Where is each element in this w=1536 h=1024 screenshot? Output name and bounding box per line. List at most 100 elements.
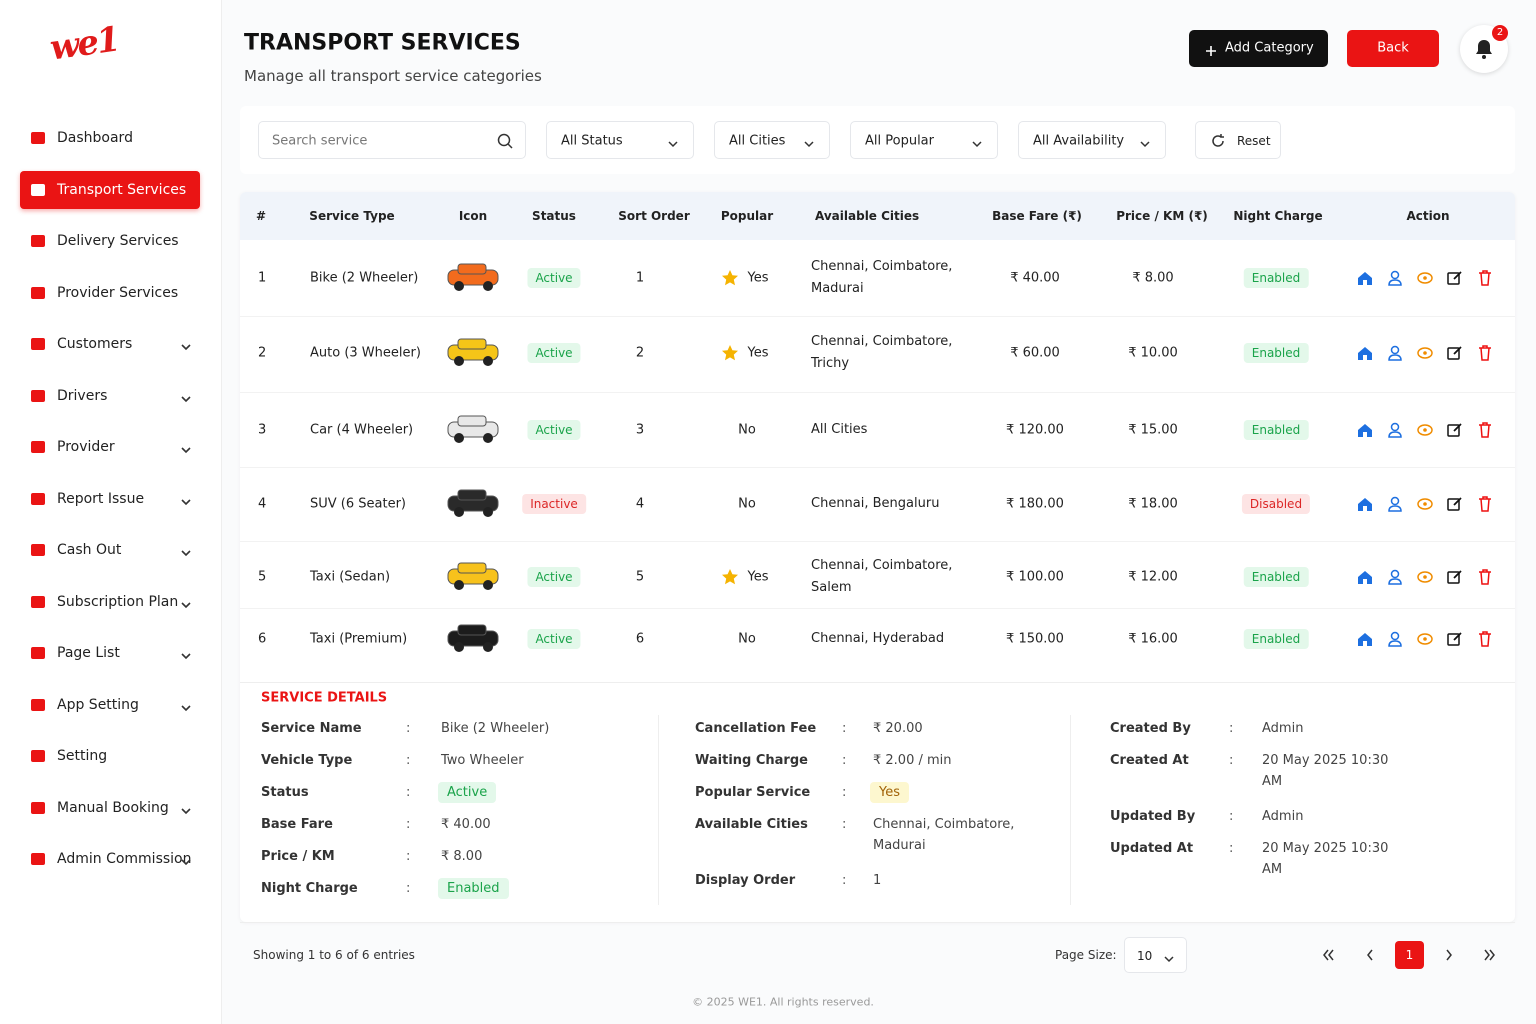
edit-action[interactable] (1446, 269, 1464, 287)
filter-select-label: All Cities (729, 133, 786, 149)
edit-action[interactable] (1446, 344, 1464, 362)
nav-item[interactable]: Drivers (20, 377, 200, 415)
view-action[interactable] (1416, 421, 1434, 439)
nav-item[interactable]: Page List (20, 634, 200, 672)
popular: Yes (747, 345, 769, 361)
view-action[interactable] (1416, 630, 1434, 648)
user-action[interactable] (1386, 630, 1404, 648)
detail-colon: : (406, 881, 411, 896)
delete-action[interactable] (1476, 269, 1494, 287)
view-action[interactable] (1416, 344, 1434, 362)
svg-shape (181, 344, 191, 351)
path-shape (1212, 134, 1224, 147)
available-cities: Chennai, Coimbatore, Trichy (811, 334, 953, 371)
path-shape (1479, 345, 1491, 361)
view-action[interactable] (1416, 568, 1434, 586)
delete-action[interactable] (1476, 495, 1494, 513)
popular: No (738, 631, 756, 647)
ellipse-shape (1417, 347, 1433, 359)
nav-item[interactable]: Customers (20, 325, 200, 363)
detail-value: ₹ 20.00 (873, 721, 923, 736)
home-action[interactable] (1356, 568, 1374, 586)
home-action[interactable] (1356, 269, 1374, 287)
view-action[interactable] (1416, 495, 1434, 513)
delete-action[interactable] (1476, 568, 1494, 586)
nav-item[interactable]: Dashboard (20, 119, 200, 157)
delete-action[interactable] (1476, 344, 1494, 362)
next-page[interactable] (1441, 947, 1457, 963)
path-shape (1476, 40, 1492, 54)
base-fare: ₹ 40.00 (1010, 270, 1060, 286)
edit-action[interactable] (1446, 568, 1464, 586)
filter-select[interactable]: All Popular (850, 121, 998, 159)
home-action[interactable] (1356, 495, 1374, 513)
home-action[interactable] (1356, 344, 1374, 362)
detail-colon: : (842, 721, 847, 736)
circle-shape (1423, 502, 1427, 506)
column-header: # (255, 209, 267, 223)
filter-select[interactable]: All Cities (714, 121, 830, 159)
user-action[interactable] (1386, 344, 1404, 362)
view-action[interactable] (1416, 269, 1434, 287)
last-page[interactable] (1482, 947, 1498, 963)
nav-chevron (180, 802, 192, 814)
filter-select[interactable]: All Availability (1018, 121, 1166, 159)
add-category-button[interactable]: Add Category (1189, 30, 1328, 67)
edit-action[interactable] (1446, 495, 1464, 513)
price-per-km: ₹ 18.00 (1128, 496, 1178, 512)
column-header: Status (532, 209, 576, 223)
search-input[interactable]: Search service (258, 121, 526, 159)
user-action[interactable] (1386, 269, 1404, 287)
night-charge-badge: Enabled (1243, 420, 1309, 440)
sort-order: 3 (635, 422, 645, 438)
details-column-divider (1070, 715, 1071, 905)
current-page[interactable]: 1 (1395, 941, 1424, 969)
circle-shape (1390, 569, 1400, 579)
user-action[interactable] (1386, 421, 1404, 439)
select-chevron (667, 135, 679, 148)
edit-action[interactable] (1446, 630, 1464, 648)
nav-item[interactable]: Report Issue (20, 480, 200, 518)
vehicle-icon (444, 486, 502, 522)
nav-item[interactable]: Admin Commission (20, 840, 200, 878)
rect-shape (457, 562, 487, 574)
status-badge: Inactive (522, 494, 586, 514)
svg-shape (1388, 345, 1402, 361)
nav-item[interactable]: Cash Out (20, 531, 200, 569)
filter-select[interactable]: All Status (546, 121, 694, 159)
nav-item[interactable]: App Setting (20, 686, 200, 724)
nav-item[interactable]: Provider Services (20, 274, 200, 312)
night-charge-badge: Disabled (1241, 494, 1311, 514)
nav-item[interactable]: Provider (20, 428, 200, 466)
edit-action[interactable] (1446, 421, 1464, 439)
path-shape (804, 141, 814, 148)
home-action[interactable] (1356, 421, 1374, 439)
nav-item[interactable]: Manual Booking (20, 789, 200, 827)
circle-shape (483, 433, 493, 443)
reset-button[interactable]: Reset (1195, 121, 1281, 159)
user-action[interactable] (1386, 495, 1404, 513)
circle-shape (454, 580, 464, 590)
first-page[interactable] (1320, 947, 1336, 963)
page-size-select[interactable]: 10 (1124, 937, 1187, 973)
delete-action[interactable] (1476, 630, 1494, 648)
circle-shape (497, 133, 511, 147)
previous-page[interactable] (1362, 947, 1378, 963)
nav-item[interactable]: Setting (20, 737, 200, 775)
nav-item[interactable]: Transport Services (20, 170, 200, 209)
nav-item[interactable]: Delivery Services (20, 222, 200, 260)
nav-chevron (180, 390, 192, 402)
detail-colon: : (1229, 809, 1234, 824)
notification-button[interactable]: 2 (1460, 25, 1508, 73)
back-button[interactable]: Back (1347, 30, 1439, 67)
delete-action[interactable] (1476, 421, 1494, 439)
nav-item[interactable]: Subscription Plan (20, 583, 200, 621)
home-action[interactable] (1356, 630, 1374, 648)
nav-label: Customers (57, 336, 133, 352)
svg-shape (31, 544, 45, 556)
nav-icon (30, 645, 46, 661)
circle-shape (1390, 496, 1400, 506)
user-action[interactable] (1386, 568, 1404, 586)
nav-label: Manual Booking (57, 799, 169, 816)
path-shape (1388, 279, 1402, 286)
